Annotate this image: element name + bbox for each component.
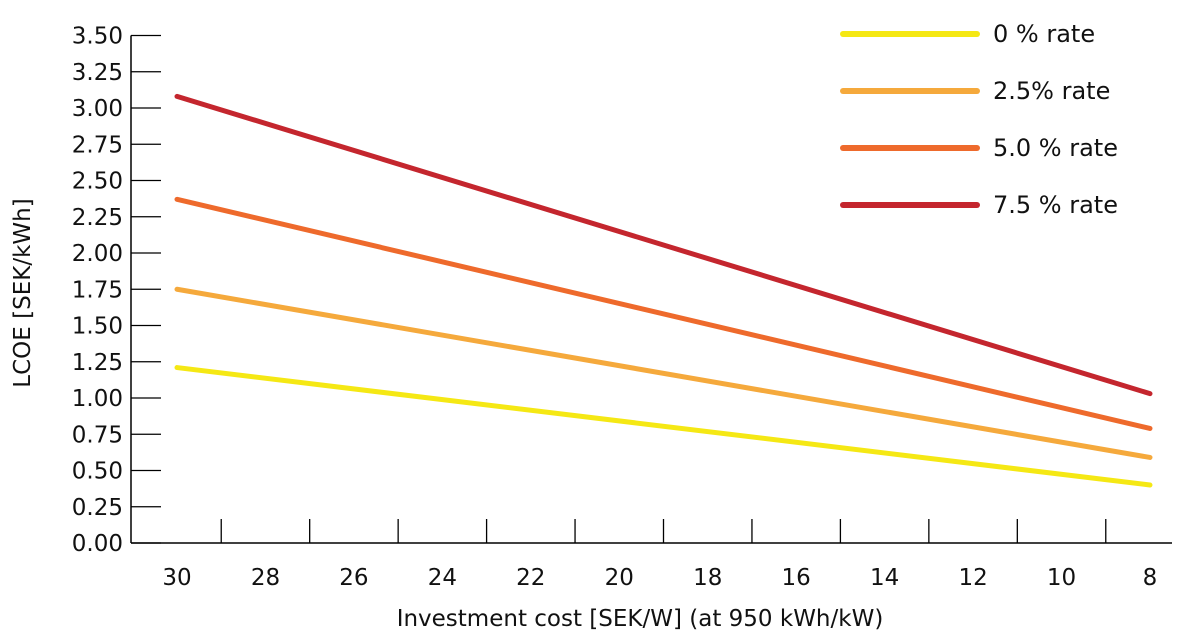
series-line (174, 196, 1153, 431)
x-tick-label: 24 (428, 565, 457, 591)
y-tick-label: 1.00 (72, 386, 123, 412)
legend-label: 2.5% rate (993, 77, 1110, 105)
series-lines (174, 93, 1153, 488)
y-axis: 0.00 0.25 0.50 0.75 1.00 1.25 1.50 1.75 2.00 2.25… (72, 24, 161, 557)
series-line (174, 93, 1153, 397)
y-tick-label: 2.75 (72, 132, 123, 158)
y-tick-label: 1.25 (72, 350, 123, 376)
x-tick-label: 14 (870, 565, 899, 591)
x-tick-label: 30 (162, 565, 191, 591)
y-tick-label: 2.00 (72, 241, 123, 267)
x-tick-label: 10 (1047, 565, 1076, 591)
y-tick-label: 1.75 (72, 277, 123, 303)
x-tick-label: 20 (605, 565, 634, 591)
y-tick-label: 3.00 (72, 96, 123, 122)
y-axis-title: LCOE [SEK/kWh] (10, 198, 36, 387)
x-tick-label: 28 (251, 565, 280, 591)
y-tick-label: 2.50 (72, 169, 123, 195)
legend: 0 % rate 2.5% rate 5.0 % rate 7.5 % rate (840, 20, 1118, 219)
y-tick-label: 3.25 (72, 60, 123, 86)
x-axis: 30 28 26 24 22 20 18 16 14 12 10 8 (131, 519, 1172, 591)
series-line (174, 286, 1153, 460)
legend-label: 7.5 % rate (993, 191, 1118, 219)
x-tick-label: 12 (958, 565, 987, 591)
y-tick-label: 0.00 (72, 531, 123, 557)
x-tick-label: 22 (516, 565, 545, 591)
x-tick-label: 8 (1143, 565, 1158, 591)
x-tick-label: 26 (339, 565, 368, 591)
x-axis-title: Investment cost [SEK/W] (at 950 kWh/kW) (397, 606, 884, 632)
legend-label: 5.0 % rate (993, 134, 1118, 162)
x-tick-label: 18 (693, 565, 722, 591)
x-tick-label: 16 (782, 565, 811, 591)
legend-label: 0 % rate (993, 20, 1095, 48)
y-tick-label: 0.75 (72, 422, 123, 448)
y-tick-label: 0.25 (72, 495, 123, 521)
y-tick-label: 0.50 (72, 459, 123, 485)
y-tick-label: 2.25 (72, 205, 123, 231)
y-tick-label: 3.50 (72, 24, 123, 50)
series-line (174, 365, 1153, 488)
y-tick-label: 1.50 (72, 314, 123, 340)
